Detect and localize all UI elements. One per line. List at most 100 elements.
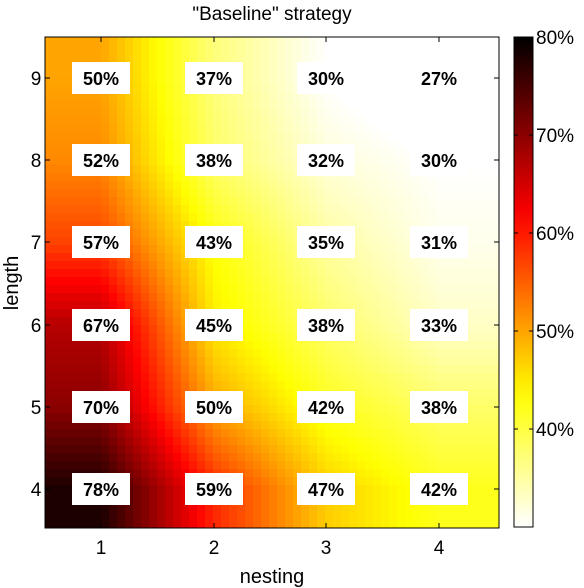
heat-cell: [61, 93, 70, 102]
heat-cell: [477, 85, 486, 94]
heat-cell: [173, 365, 182, 374]
heat-cell: [205, 349, 214, 358]
heat-cell: [133, 525, 142, 528]
heat-cell: [221, 205, 230, 214]
heat-cell: [141, 165, 150, 174]
heat-cell: [381, 77, 390, 86]
heat-cell: [493, 341, 499, 350]
heat-cell: [181, 517, 190, 526]
heat-cell: [309, 437, 318, 446]
heat-cell: [277, 469, 286, 478]
heat-cell: [373, 61, 382, 70]
heat-cell: [405, 453, 414, 462]
heat-cell: [245, 277, 254, 286]
heat-cell: [325, 301, 334, 310]
heat-cell: [453, 501, 462, 510]
heat-cell: [397, 165, 406, 174]
heat-cell: [53, 509, 62, 518]
heat-cell: [61, 301, 70, 310]
heat-cell: [301, 101, 310, 110]
heat-cell: [141, 349, 150, 358]
heat-cell: [165, 269, 174, 278]
heat-cell: [437, 525, 446, 528]
heat-cell: [429, 373, 438, 382]
heat-cell: [149, 509, 158, 518]
heat-cell: [301, 461, 310, 470]
heat-cell: [253, 453, 262, 462]
heat-cell: [365, 93, 374, 102]
heat-cell: [269, 181, 278, 190]
heat-cell: [69, 509, 78, 518]
heat-cell: [397, 53, 406, 62]
heat-cell: [309, 373, 318, 382]
heat-cell: [133, 413, 142, 422]
heat-cell: [485, 109, 494, 118]
heat-cell: [365, 469, 374, 478]
heat-cell: [189, 381, 198, 390]
heat-cell: [445, 373, 454, 382]
heat-cell: [365, 277, 374, 286]
heat-cell: [405, 253, 414, 262]
heat-cell: [269, 61, 278, 70]
heat-cell: [117, 461, 126, 470]
heat-cell: [405, 365, 414, 374]
heat-cell: [365, 237, 374, 246]
heat-cell: [221, 365, 230, 374]
heat-cell: [325, 437, 334, 446]
heat-cell: [429, 365, 438, 374]
heat-cell: [421, 117, 430, 126]
value-label-box: [72, 309, 130, 341]
heat-cell: [453, 261, 462, 270]
heat-cell: [477, 381, 486, 390]
heat-cell: [205, 285, 214, 294]
heat-cell: [325, 125, 334, 134]
heat-cell: [245, 413, 254, 422]
heat-cell: [317, 381, 326, 390]
heat-cell: [141, 133, 150, 142]
heat-cell: [453, 461, 462, 470]
heat-cell: [149, 173, 158, 182]
heat-cell: [69, 101, 78, 110]
heat-cell: [221, 341, 230, 350]
heat-cell: [397, 453, 406, 462]
heat-cell: [357, 397, 366, 406]
heat-cell: [133, 237, 142, 246]
heat-cell: [53, 469, 62, 478]
heat-cell: [397, 365, 406, 374]
heat-cell: [261, 277, 270, 286]
heat-cell: [77, 373, 86, 382]
heat-cell: [229, 205, 238, 214]
heat-cell: [149, 445, 158, 454]
heat-cell: [365, 341, 374, 350]
heat-cell: [85, 101, 94, 110]
heat-cell: [381, 53, 390, 62]
heat-cell: [93, 525, 102, 528]
heat-cell: [469, 469, 478, 478]
heat-cell: [293, 261, 302, 270]
heat-cell: [261, 117, 270, 126]
heat-cell: [253, 477, 262, 486]
heat-cell: [133, 485, 142, 494]
heat-cell: [309, 453, 318, 462]
heat-cell: [101, 93, 110, 102]
heat-cell: [333, 509, 342, 518]
heat-cell: [53, 325, 62, 334]
heat-cell: [293, 189, 302, 198]
heat-cell: [245, 269, 254, 278]
heat-cell: [381, 181, 390, 190]
heat-cell: [357, 309, 366, 318]
heat-cell: [389, 61, 398, 70]
heat-cell: [173, 301, 182, 310]
heat-cell: [77, 261, 86, 270]
heat-cell: [381, 93, 390, 102]
heat-cell: [381, 325, 390, 334]
heat-cell: [405, 125, 414, 134]
heat-cell: [325, 101, 334, 110]
heat-cell: [245, 373, 254, 382]
heat-cell: [157, 365, 166, 374]
heat-cell: [189, 133, 198, 142]
heat-cell: [157, 277, 166, 286]
heat-cell: [221, 525, 230, 528]
heat-cell: [277, 501, 286, 510]
heat-cell: [493, 421, 499, 430]
